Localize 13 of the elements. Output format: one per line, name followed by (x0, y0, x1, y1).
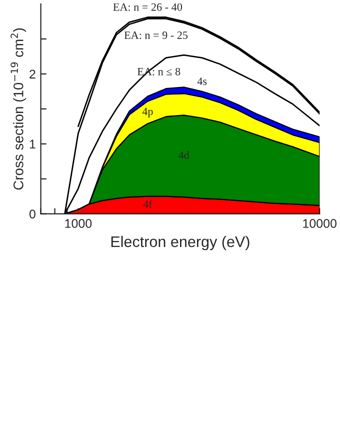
y-tick-label: 2 (30, 70, 36, 78)
y-tick-label: 1 (30, 140, 36, 148)
series-label: 4d (178, 151, 190, 159)
series-label: 4f (143, 200, 152, 208)
series-label: EA: n = 9 - 25 (124, 32, 188, 40)
x-tick-label: 1000 (65, 219, 92, 228)
y-axis-title: Cross section (10$^{−19}$ cm$^{2}$) (10, 28, 26, 190)
series-label: EA: n = 26 - 40 (113, 3, 182, 11)
series-label: 4s (197, 78, 207, 85)
x-tick-label: 10000 (303, 219, 336, 228)
series-label: 4p (142, 108, 153, 118)
x-axis-title: Electron energy (eV) (111, 236, 250, 250)
y-tick-label: 0 (29, 210, 36, 218)
